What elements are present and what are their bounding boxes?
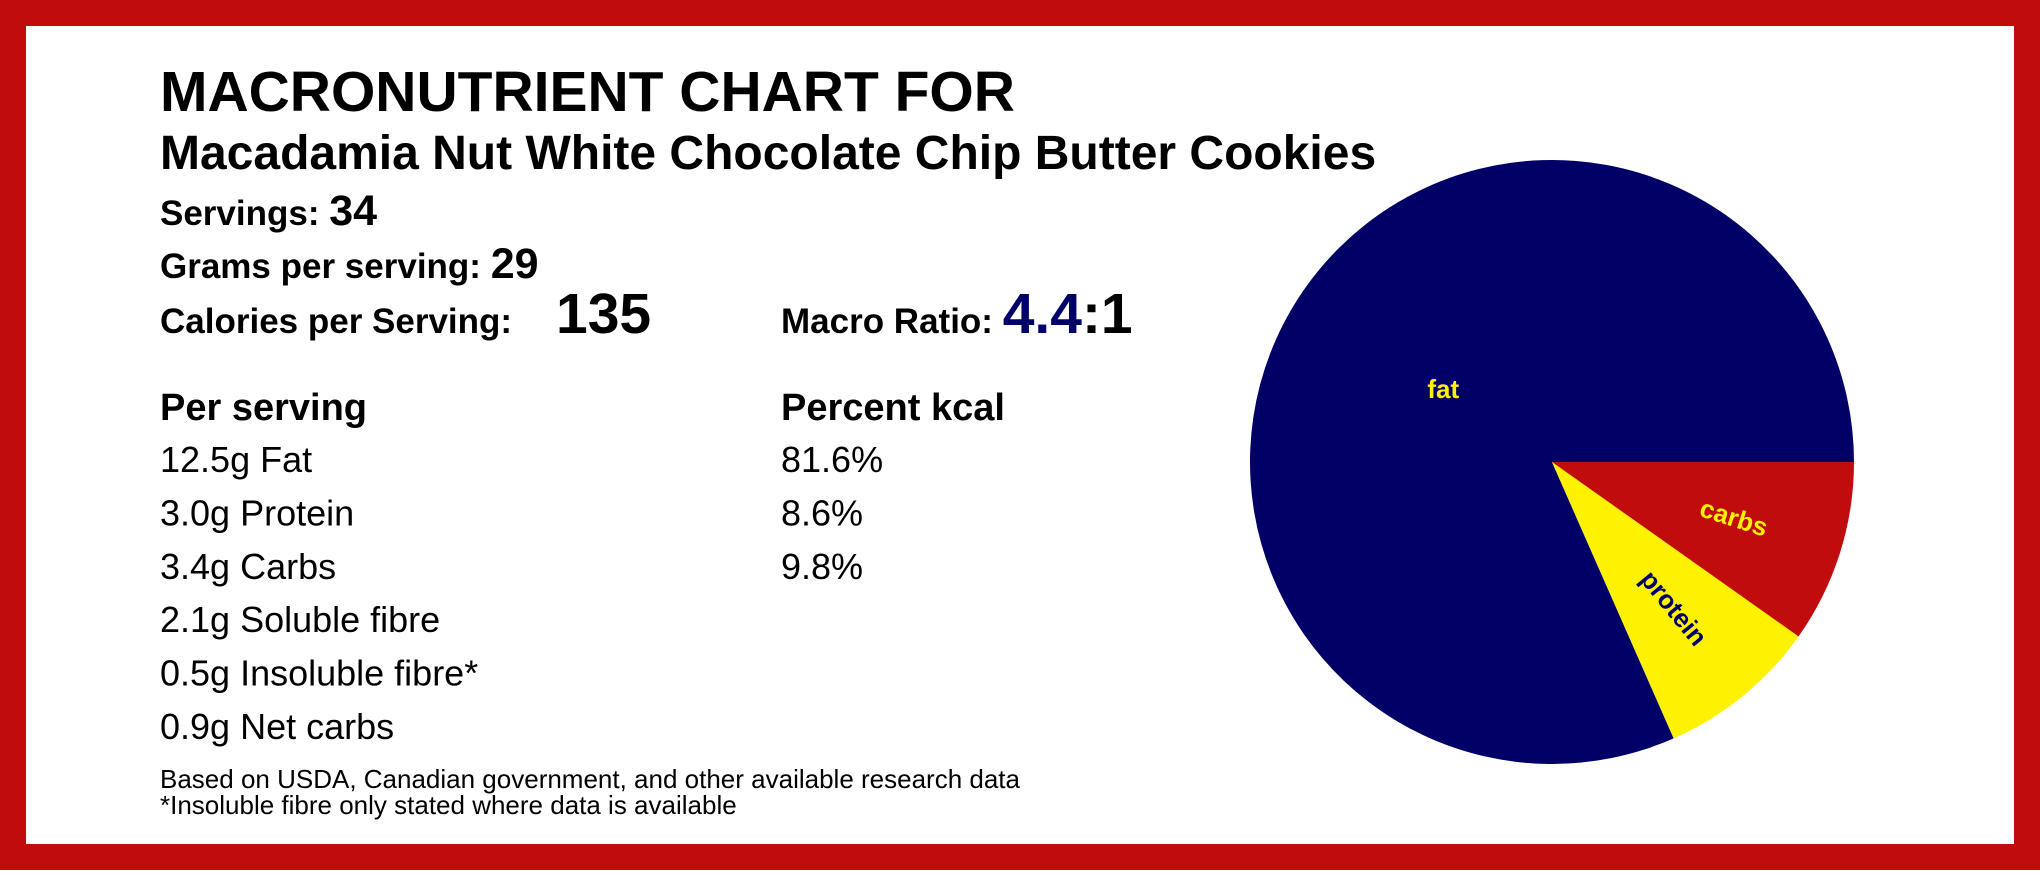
pie-slice <box>1552 462 1854 637</box>
table-cell: 3.4g Carbs <box>160 546 336 587</box>
servings: Servings: 34 <box>160 187 377 235</box>
grams: Grams per serving: 29 <box>160 240 539 288</box>
label: Calories per Serving: <box>160 302 512 341</box>
table-cell: 81.6% <box>781 439 883 480</box>
value: 29 <box>491 240 539 288</box>
note: *Insoluble fibre only stated where data … <box>160 790 737 820</box>
subtitle: Macadamia Nut White Chocolate Chip Butte… <box>160 127 1376 180</box>
table-cell: 3.0g Protein <box>160 492 354 533</box>
table-cell: 0.5g Insoluble fibre* <box>160 653 478 694</box>
value: 4.4 <box>1003 282 1083 346</box>
label: Macro Ratio: <box>781 302 993 341</box>
table-cell: 0.9g Net carbs <box>160 706 394 747</box>
slice-label: fat <box>1427 374 1459 404</box>
calories: Calories per Serving: 135 <box>160 282 651 346</box>
table-cell: 8.6% <box>781 492 863 533</box>
title: MACRONUTRIENT CHART FOR <box>160 60 1015 124</box>
column-header: Percent kcal <box>781 387 1005 429</box>
table-cell: 12.5g Fat <box>160 439 312 480</box>
table-cell: 2.1g Soluble fibre <box>160 599 440 640</box>
macro-ratio: Macro Ratio: 4.4:1 <box>781 282 1133 346</box>
label: Grams per serving: <box>160 247 481 286</box>
note: Based on USDA, Canadian government, and … <box>160 764 1021 794</box>
suffix: :1 <box>1082 282 1133 346</box>
value: 34 <box>329 187 377 235</box>
table-cell: 9.8% <box>781 546 863 587</box>
label: Servings: <box>160 194 320 233</box>
column-header: Per serving <box>160 387 367 429</box>
value: 135 <box>556 282 651 346</box>
pie-slice <box>1250 159 1855 764</box>
pie-slice <box>1552 462 1799 739</box>
